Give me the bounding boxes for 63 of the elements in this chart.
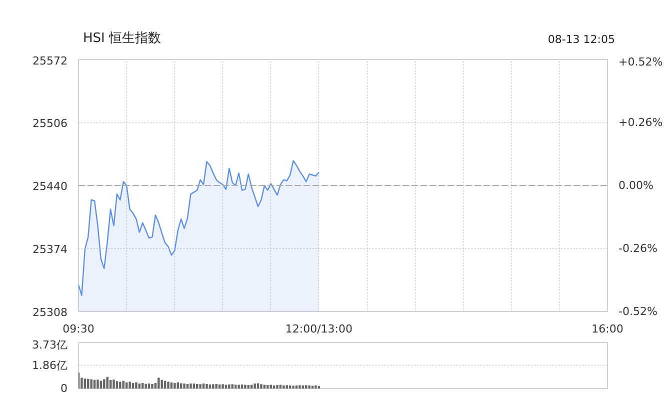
bar — [270, 384, 272, 388]
bar — [103, 379, 106, 388]
bar — [222, 384, 224, 388]
x-tick-label: 09:30 — [62, 322, 94, 336]
y2-tick-label: 0.00% — [618, 179, 654, 192]
y-tick-label: 25440 — [32, 180, 68, 193]
bar — [260, 384, 262, 388]
bar — [90, 379, 92, 388]
bar — [231, 384, 234, 388]
bar — [298, 385, 301, 388]
bar — [206, 384, 208, 388]
bar — [247, 385, 250, 388]
bar — [212, 384, 214, 388]
bar — [228, 384, 230, 388]
y2-tick-label: +0.26% — [618, 116, 663, 129]
bar — [135, 382, 138, 388]
bar — [167, 382, 170, 388]
y-tick-label: 3.73亿 — [32, 338, 68, 352]
bar — [215, 384, 218, 388]
bar — [96, 380, 99, 388]
bar — [84, 378, 86, 388]
bar — [240, 384, 244, 388]
bar — [244, 384, 246, 388]
bar — [174, 382, 176, 388]
bar — [183, 384, 186, 388]
y2-tick-label: -0.52% — [618, 305, 658, 318]
y2-tick-label: +0.52% — [618, 56, 663, 68]
bar — [144, 384, 147, 388]
bar — [276, 385, 278, 388]
bar — [116, 381, 118, 388]
bar — [238, 384, 240, 388]
text: 08-13 12:05 — [548, 32, 615, 48]
bar — [119, 382, 122, 388]
y-tick-label: 0 — [60, 382, 68, 395]
chart-title: HSI 恒生指数 — [83, 30, 161, 48]
bar — [138, 384, 141, 388]
y-tick-label: 25374 — [32, 243, 68, 256]
bar — [151, 384, 154, 388]
bar — [192, 384, 196, 388]
bar — [202, 384, 205, 388]
bar — [292, 386, 294, 388]
x-tick-label: 16:00 — [592, 322, 624, 336]
bar — [128, 382, 131, 388]
y2-tick-label: -0.26% — [618, 242, 658, 255]
bar — [106, 376, 108, 388]
bar — [282, 385, 285, 388]
bar — [286, 385, 288, 388]
bar — [314, 385, 317, 388]
x-tick-label: 12:00/13:00 — [285, 322, 353, 336]
bar — [254, 384, 256, 388]
bar — [158, 378, 160, 388]
bar — [308, 385, 310, 388]
y-tick-label: 25506 — [32, 117, 68, 130]
bar — [199, 384, 202, 388]
bar — [160, 380, 163, 388]
bar — [190, 384, 192, 388]
bar — [305, 385, 308, 388]
y-tick-label: 25308 — [32, 306, 68, 319]
bar — [112, 380, 115, 388]
bar — [148, 384, 150, 388]
y-tick-label: 1.86亿 — [32, 359, 68, 372]
bar — [266, 385, 269, 388]
y-tick-label: 25572 — [32, 54, 68, 68]
